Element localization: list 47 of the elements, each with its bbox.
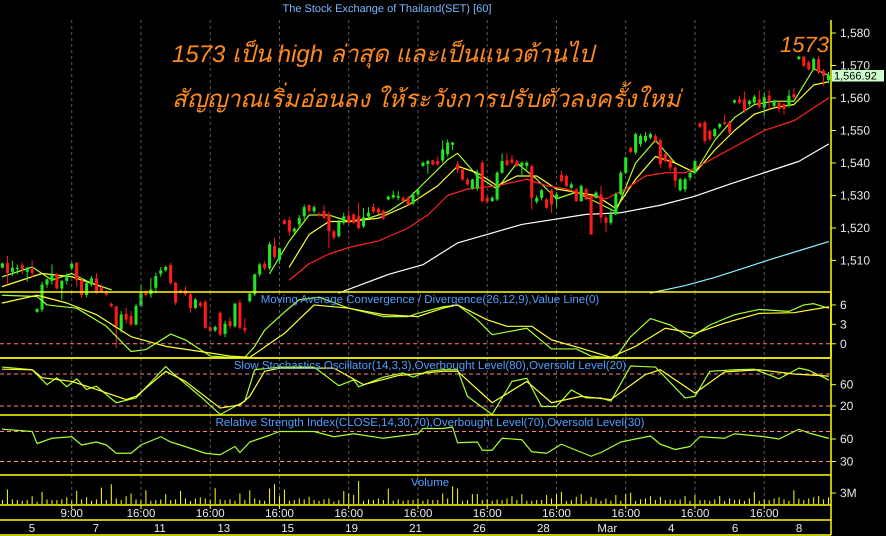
x-tick-label: 16:00 xyxy=(196,508,225,520)
annotation: สัญญาณเริ่มอ่อนลง ให้ระวังการปรับตัวลงครั้งใหม่ xyxy=(172,81,684,113)
y-tick-label: 1,530 xyxy=(840,188,870,202)
text: 26 xyxy=(473,523,486,535)
y-tick-label: 60 xyxy=(840,378,854,392)
text: 21 xyxy=(409,523,422,535)
y-tick-label: 60 xyxy=(840,432,854,446)
text: 6 xyxy=(732,523,738,535)
x-tick-label: 16:00 xyxy=(472,508,502,520)
y-tick-label: 6 xyxy=(840,298,847,312)
annotation: 1573 เป็น high ล่าสุด และเป็นแนวต้านไป xyxy=(172,39,598,69)
y-tick-label: 3 xyxy=(840,317,847,332)
x-tick-label: 16:00 xyxy=(126,508,156,520)
text: 7 xyxy=(92,523,100,535)
y-tick-label: 1,580 xyxy=(840,26,870,40)
x-tick-label: 16:00 xyxy=(265,508,294,520)
y-tick-label: 20 xyxy=(840,398,854,413)
y-tick-label: 0 xyxy=(840,336,847,351)
x-tick-label: 16:00 xyxy=(680,508,710,520)
annotation: 1573 xyxy=(780,32,830,57)
y-tick-label: 1,550 xyxy=(840,124,870,138)
chart-title: Volume xyxy=(410,477,450,489)
y-tick-label: 1,560 xyxy=(840,91,870,105)
y-tick-label: 1,510 xyxy=(840,254,870,268)
text: 4 xyxy=(668,523,675,535)
text: 1,566.92 xyxy=(834,70,877,83)
text: 5 xyxy=(28,523,36,535)
y-tick-label: 1,520 xyxy=(840,221,870,235)
x-tick-label: 16:00 xyxy=(404,508,432,520)
x-tick-label: 16:00 xyxy=(334,508,364,520)
y-tick-label: 30 xyxy=(840,454,854,468)
text: 11 xyxy=(154,523,166,535)
text: 13 xyxy=(217,523,230,535)
chart-title: Relative Strength Index(CLOSE,14,30,70),Overbought Level(70),Oversold Level(30) xyxy=(216,417,645,429)
text: 28 xyxy=(536,523,550,535)
x-tick-label: 16:00 xyxy=(750,508,779,520)
y-tick-label: 1,540 xyxy=(840,156,870,170)
text: 15 xyxy=(281,523,294,535)
x-tick-label: 16:00 xyxy=(611,508,640,520)
text: 8 xyxy=(796,523,802,535)
chart-title: The Stock Exchange of Thailand(SET) [60] xyxy=(282,3,492,15)
text: Mar xyxy=(597,523,618,535)
text: 19 xyxy=(345,523,358,535)
x-tick-label: 9:00 xyxy=(60,508,83,520)
x-tick-label: 16:00 xyxy=(542,508,571,520)
text: 3M xyxy=(840,486,857,500)
y-tick-label: 1,570 xyxy=(840,58,870,72)
